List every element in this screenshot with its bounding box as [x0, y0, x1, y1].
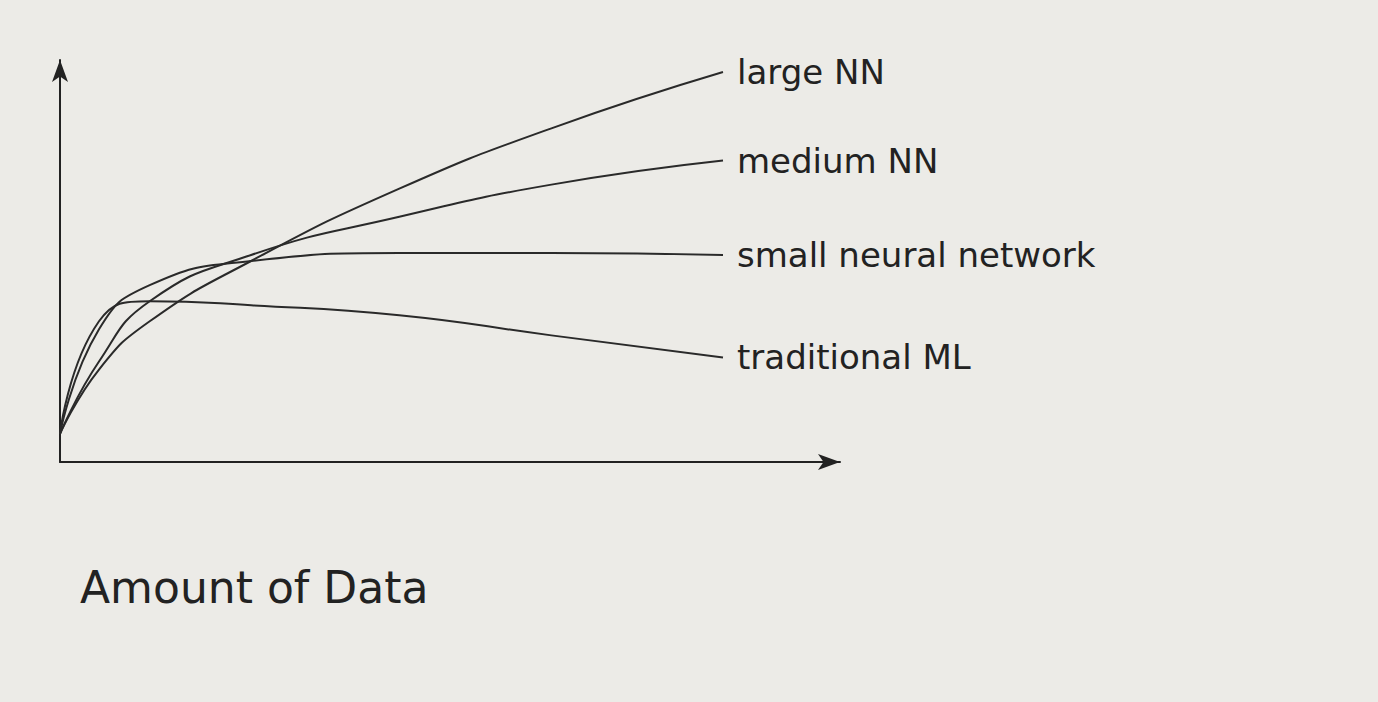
- svg-text:small neural network: small neural network: [737, 235, 1096, 275]
- svg-text:Amount of Data: Amount of Data: [80, 562, 428, 613]
- svg-text:medium NN: medium NN: [737, 141, 938, 181]
- svg-text:traditional ML: traditional ML: [737, 337, 971, 377]
- svg-text:large NN: large NN: [737, 52, 885, 92]
